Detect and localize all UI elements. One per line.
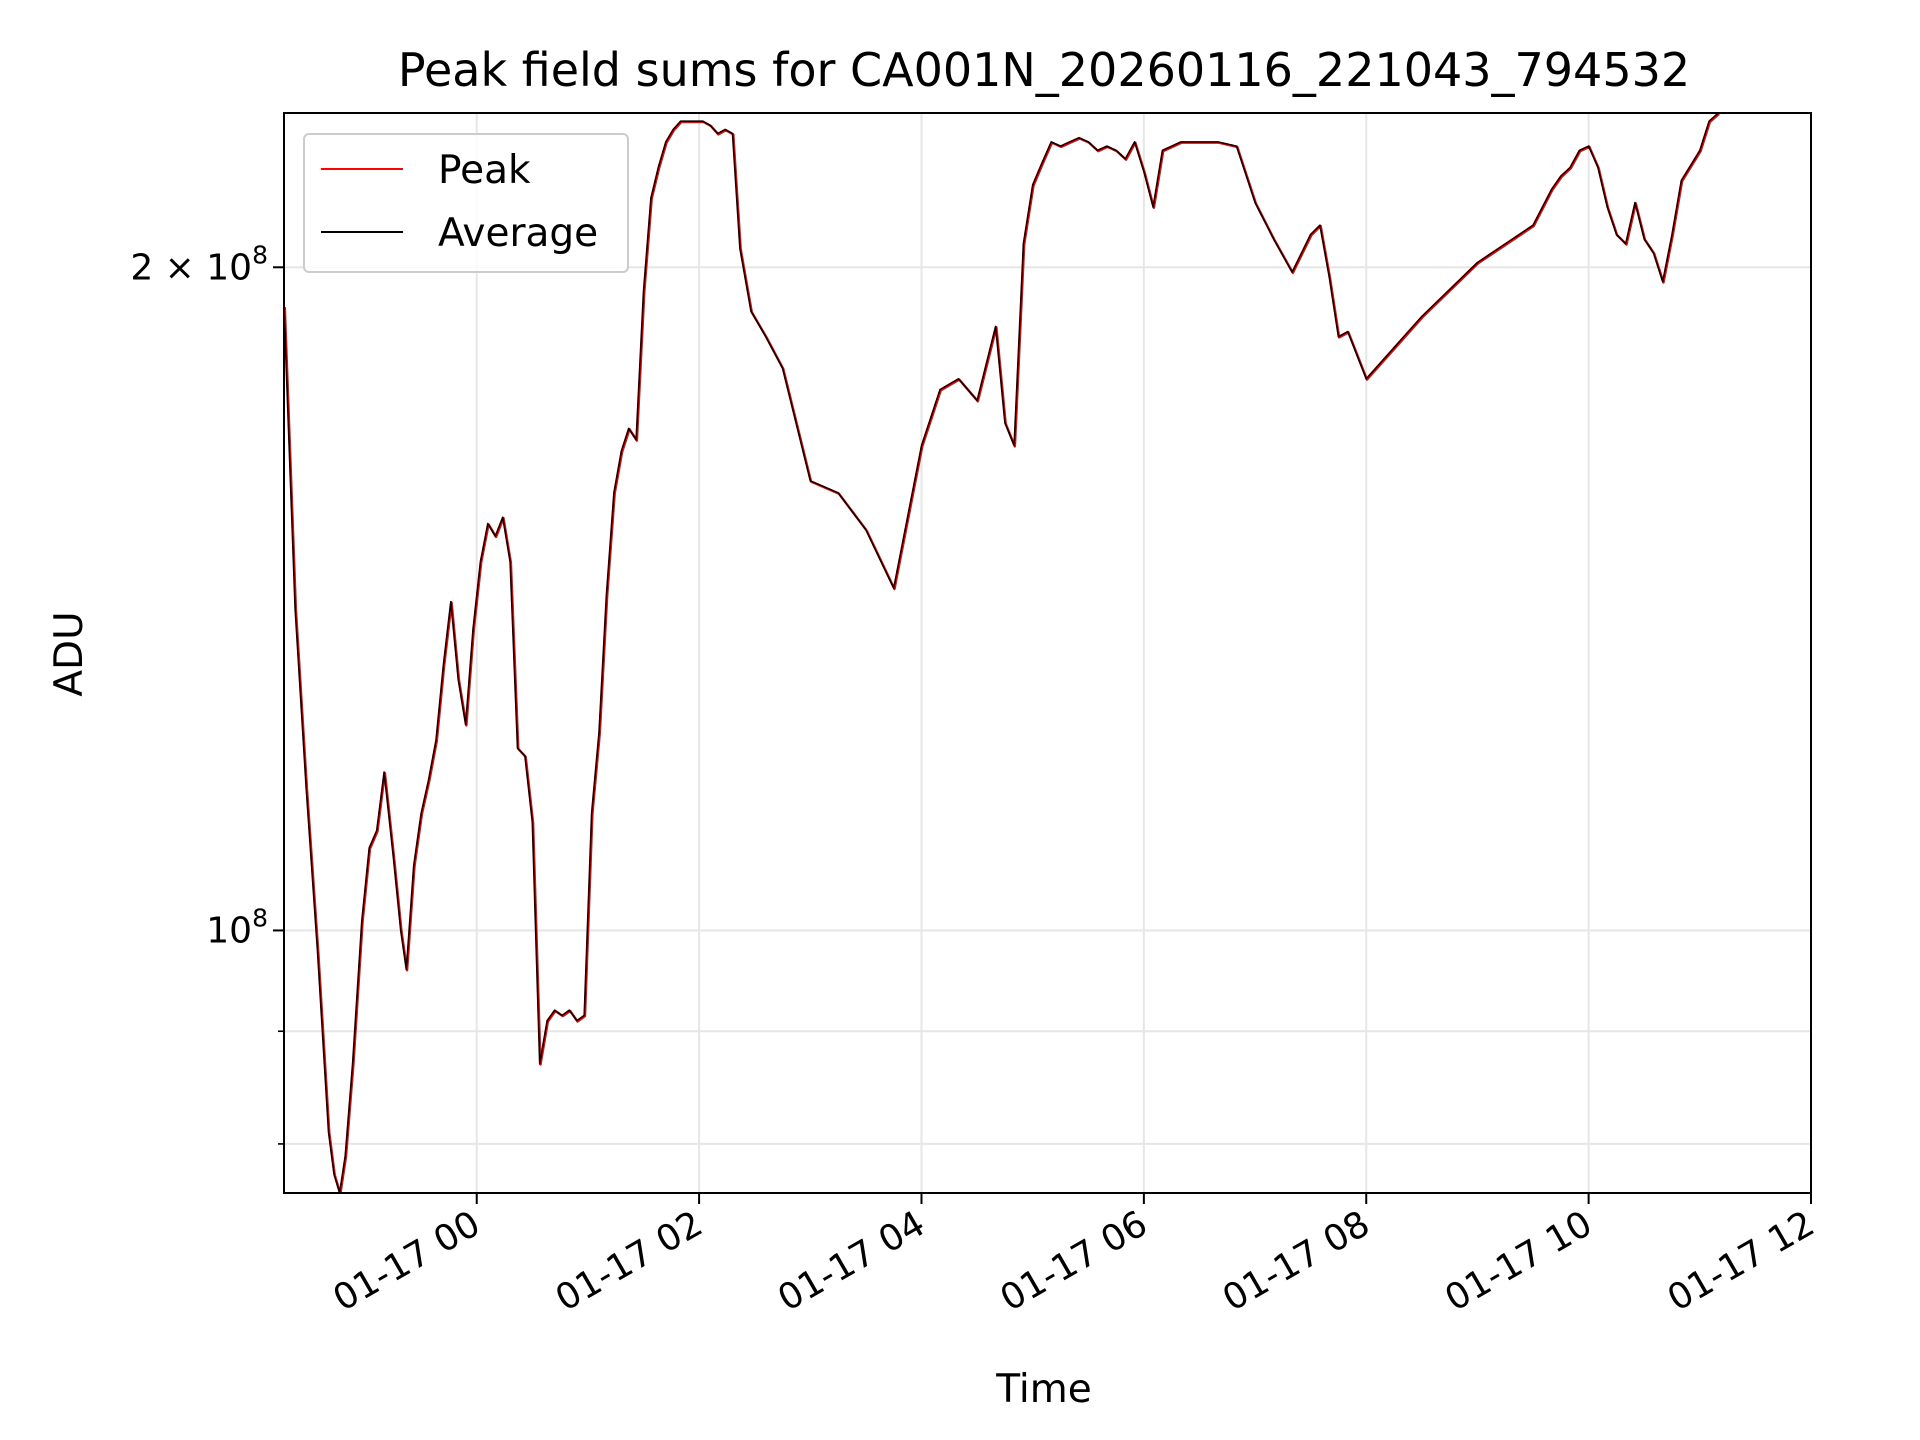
y-axis-label: ADU [47, 611, 92, 696]
y-tick-label: 108 [206, 903, 268, 951]
y-tick-exponent: 8 [252, 903, 268, 932]
series-line-average [284, 113, 1719, 1193]
y-tick-label: 2 × 108 [130, 240, 268, 288]
x-axis-label: Time [995, 1367, 1091, 1412]
y-tick-base: 10 [206, 247, 252, 288]
y-tick-exponent: 8 [252, 240, 268, 269]
plot-frame [283, 112, 1812, 1194]
y-tick-mantissa: 2 × [130, 247, 206, 288]
legend-label-peak: Peak [438, 148, 531, 193]
series-layer [284, 113, 1720, 1194]
legend: Peak Average [303, 133, 629, 273]
y-tick-base: 10 [206, 910, 252, 951]
legend-label-average: Average [438, 211, 598, 256]
chart-title: Peak field sums for CA001N_20260116_2210… [398, 43, 1690, 97]
